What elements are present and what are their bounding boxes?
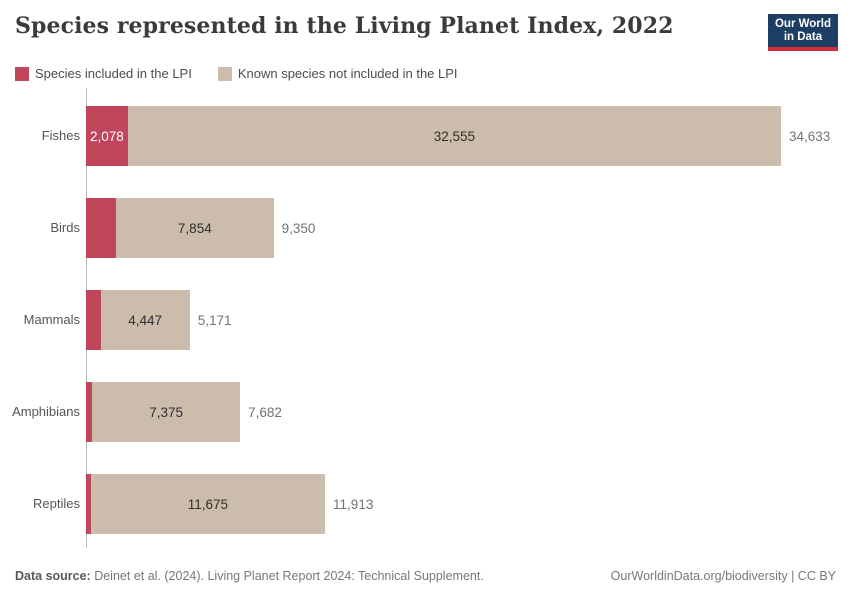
legend-swatch-not-included <box>217 66 232 81</box>
bar-segment-included[interactable] <box>86 382 93 442</box>
bar-row: Fishes 2,078 32,555 34,633 <box>0 106 850 166</box>
segment-value-label: 32,555 <box>433 128 475 144</box>
data-source-text: Deinet et al. (2024). Living Planet Repo… <box>90 569 484 583</box>
license-link[interactable]: OurWorldinData.org/biodiversity | CC BY <box>610 569 836 583</box>
legend-item-included[interactable]: Species included in the LPI <box>15 66 192 81</box>
segment-value-label: 11,675 <box>187 496 229 512</box>
segment-value-label: 7,375 <box>149 404 184 420</box>
bar-segment-included[interactable] <box>86 198 117 258</box>
total-value-label: 9,350 <box>281 220 316 236</box>
segment-value-label: 4,447 <box>128 312 163 328</box>
bar-segment-not-included[interactable]: 7,854 <box>116 198 274 258</box>
bar-row: Amphibians 7,375 7,682 <box>0 382 850 442</box>
total-value-label: 11,913 <box>333 496 374 512</box>
legend-item-not-included[interactable]: Known species not included in the LPI <box>217 66 458 81</box>
owid-logo[interactable]: Our World in Data <box>767 14 838 51</box>
category-label: Amphibians <box>12 404 80 419</box>
category-label: Birds <box>50 220 80 235</box>
bar-segment-included[interactable] <box>86 474 91 534</box>
bar-row: Birds 7,854 9,350 <box>0 198 850 258</box>
category-label: Fishes <box>41 128 80 143</box>
bar-row: Reptiles 11,675 11,913 <box>0 474 850 534</box>
data-source-label: Data source: <box>15 569 91 583</box>
category-label: Reptiles <box>33 496 80 511</box>
total-value-label: 5,171 <box>197 312 232 328</box>
stacked-bar: 2,078 32,555 34,633 <box>86 106 830 166</box>
bar-row: Mammals 4,447 5,171 <box>0 290 850 350</box>
bar-segment-not-included[interactable]: 4,447 <box>100 290 190 350</box>
bar-segment-included[interactable]: 2,078 <box>86 106 128 166</box>
legend: Species included in the LPI Known specie… <box>15 66 458 81</box>
legend-label-included: Species included in the LPI <box>35 66 192 81</box>
footer: Data source: Deinet et al. (2024). Livin… <box>15 569 836 583</box>
owid-logo-line2: in Data <box>783 31 823 43</box>
stacked-bar: 7,375 7,682 <box>86 382 282 442</box>
page-title: Species represented in the Living Planet… <box>15 13 674 39</box>
bar-segment-not-included[interactable]: 32,555 <box>127 106 781 166</box>
data-source-note: Data source: Deinet et al. (2024). Livin… <box>15 569 484 583</box>
stacked-bar: 11,675 11,913 <box>86 474 373 534</box>
segment-value-label: 7,854 <box>177 220 212 236</box>
legend-label-not-included: Known species not included in the LPI <box>237 66 458 81</box>
stacked-bar: 7,854 9,350 <box>86 198 315 258</box>
total-value-label: 7,682 <box>248 404 282 420</box>
bar-segment-not-included[interactable]: 11,675 <box>90 474 326 534</box>
bar-segment-included[interactable] <box>86 290 101 350</box>
stacked-bar: 4,447 5,171 <box>86 290 232 350</box>
category-label: Mammals <box>23 312 80 327</box>
segment-value-label: 2,078 <box>89 128 124 144</box>
bar-segment-not-included[interactable]: 7,375 <box>92 382 241 442</box>
legend-swatch-included <box>15 66 29 81</box>
total-value-label: 34,633 <box>788 128 831 144</box>
owid-logo-line1: Our World <box>774 18 831 30</box>
